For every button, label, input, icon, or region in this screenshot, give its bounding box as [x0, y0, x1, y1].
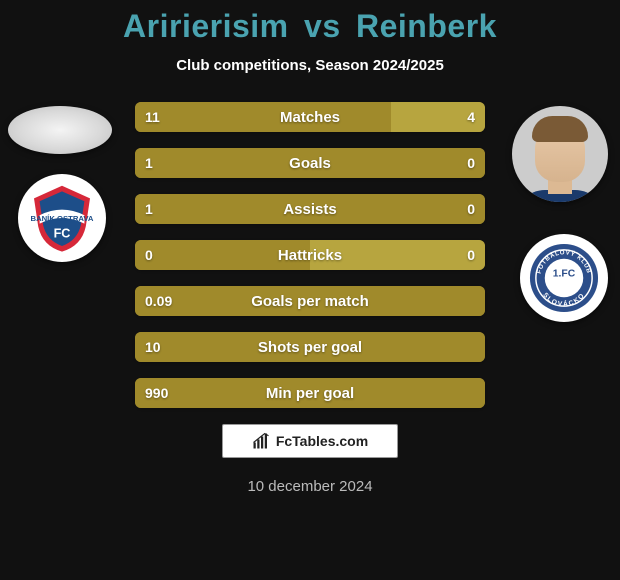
stat-row: Shots per goal10 [135, 332, 485, 362]
stat-segment-right [310, 240, 485, 270]
footer-date: 10 december 2024 [0, 478, 620, 495]
stat-segment-left [135, 332, 485, 362]
player1-club-crest: BANÍK OSTRAVA FC [18, 174, 106, 262]
player2-photo [512, 106, 608, 202]
stat-segment-left [135, 378, 485, 408]
stat-row: Matches114 [135, 102, 485, 132]
stat-row: Goals10 [135, 148, 485, 178]
page-title: Aririerisim vs Reinberk [0, 0, 620, 45]
brand-text: FcTables.com [276, 433, 368, 449]
stat-segment-left [135, 102, 391, 132]
subtitle: Club competitions, Season 2024/2025 [0, 57, 620, 74]
svg-text:1.FC: 1.FC [553, 269, 576, 280]
title-vs: vs [298, 8, 347, 44]
brand-badge: FcTables.com [222, 424, 398, 458]
stat-bars: Matches114 Goals10 Assists10 Hattricks00 Goa… [135, 102, 485, 408]
stat-row: Goals per match0.09 [135, 286, 485, 316]
comparison-area: BANÍK OSTRAVA FC 1.FC FOTBALOVÝ KLUB SLO… [0, 102, 620, 408]
title-player2: Reinberk [356, 8, 497, 44]
title-player1: Aririerisim [123, 8, 289, 44]
club-crest-icon: BANÍK OSTRAVA FC [27, 183, 97, 253]
stat-segment-right [391, 102, 486, 132]
stat-row: Min per goal990 [135, 378, 485, 408]
club-crest-icon: 1.FC FOTBALOVÝ KLUB SLOVÁCKO [527, 241, 601, 315]
stat-segment-left [135, 240, 310, 270]
svg-text:FC: FC [54, 227, 71, 241]
stat-row: Assists10 [135, 194, 485, 224]
player2-club-crest: 1.FC FOTBALOVÝ KLUB SLOVÁCKO [520, 234, 608, 322]
stat-segment-left [135, 148, 485, 178]
chart-icon [252, 432, 270, 450]
stat-segment-left [135, 194, 485, 224]
stat-row: Hattricks00 [135, 240, 485, 270]
stat-segment-left [135, 286, 485, 316]
player1-photo [8, 106, 112, 154]
svg-text:BANÍK OSTRAVA: BANÍK OSTRAVA [31, 214, 94, 223]
